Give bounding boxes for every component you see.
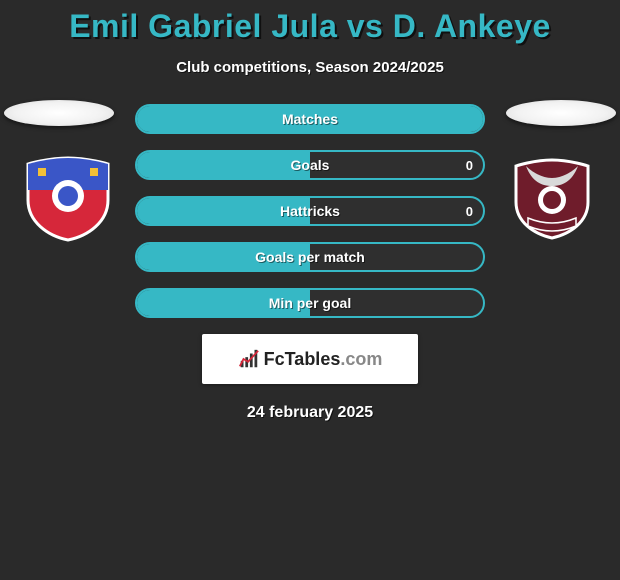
bar-fill-left [137,152,310,178]
bar-chart-icon [238,348,260,370]
stat-bars: Matches 0Goals 0Hattricks Goals per match Mi… [135,104,485,318]
page-title: Emil Gabriel Jula vs D. Ankeye [0,0,620,45]
brand-name: FcTables [264,349,341,369]
plate-left [4,100,114,126]
bar-fill-left [137,106,310,132]
stat-bar: Min per goal [135,288,485,318]
plate-right [506,100,616,126]
stat-bar: 0Hattricks [135,196,485,226]
otelul-galati-crest-icon [18,156,118,242]
bar-fill-right [310,106,483,132]
comparison-arena: Matches 0Goals 0Hattricks Goals per match Mi… [0,104,620,318]
bar-fill-left [137,198,310,224]
snapshot-date: 24 february 2025 [0,404,620,422]
bar-fill-left [137,290,310,316]
crest-right [502,156,602,242]
bar-value-right: 0 [466,152,473,178]
bar-value-right: 0 [466,198,473,224]
brand-text: FcTables.com [264,349,383,370]
subtitle: Club competitions, Season 2024/2025 [0,59,620,76]
bar-fill-left [137,244,310,270]
rapid-bucuresti-crest-icon [502,156,602,242]
brand-box: FcTables.com [202,334,418,384]
stat-bar: 0Goals [135,150,485,180]
brand-domain: .com [340,349,382,369]
crest-left [18,156,118,242]
stat-bar: Matches [135,104,485,134]
stat-bar: Goals per match [135,242,485,272]
